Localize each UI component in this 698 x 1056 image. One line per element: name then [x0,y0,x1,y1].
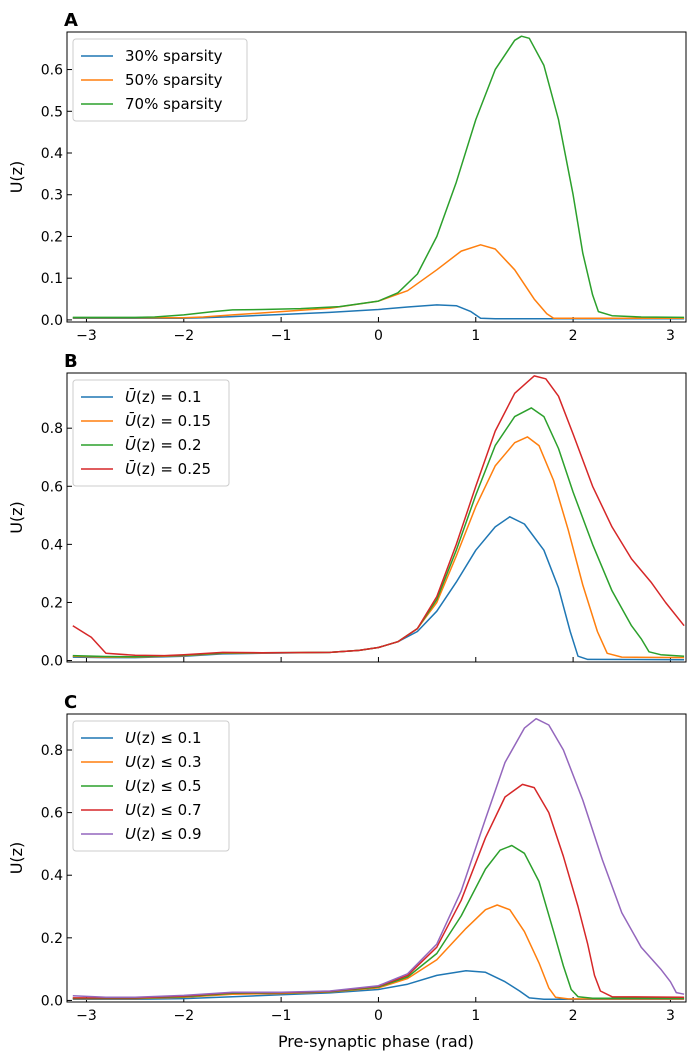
y-tick-label: 0.4 [41,537,63,553]
x-tick-label: 1 [471,1008,480,1024]
legend-label: U(z) ≤ 0.5 [125,777,202,795]
legend-label: U(z) ≤ 0.1 [125,729,202,747]
x-tick-label: 3 [666,328,675,344]
legend-box [72,38,248,122]
y-tick-label: 0.4 [41,146,63,162]
legend-label: 30% sparsity [125,47,223,65]
series-line [72,516,685,661]
y-tick-label: 0.0 [41,313,63,329]
series-line [72,969,685,1000]
x-tick-label: −3 [76,1008,97,1024]
y-tick-label: 0.6 [41,806,63,822]
panel-c: C U(z) 0.0 0.2 0.4 0.6 0.8 −3 −2 −1 0 1 2 3 U(z) ≤ 0.1… [7,692,687,1024]
y-tick-label: 0.6 [41,63,63,79]
x-tick-label: −1 [271,1008,292,1024]
y-axis-label: U(z) [7,842,26,875]
series-line [72,717,685,999]
legend-box [72,379,230,487]
panel-label: B [64,351,78,372]
x-tick-label: 2 [569,328,578,344]
series-line [72,35,685,319]
series-line [72,375,685,657]
plot-frame [66,372,687,663]
legend-label: U(z) ≤ 0.7 [125,801,202,819]
series-line [72,844,685,999]
x-tick-label: −2 [173,1008,194,1024]
legend-label: U(z) ≤ 0.9 [125,825,202,843]
x-tick-label: 1 [471,328,480,344]
plot-frame [66,31,687,323]
legend-label: U(z) ≤ 0.3 [125,753,202,771]
legend-label: Ū(z) = 0.1 [125,387,202,406]
y-tick-label: 0.2 [41,595,63,611]
y-tick-label: 0.6 [41,479,63,495]
plot-frame [66,713,687,1003]
x-tick-label: −3 [76,328,97,344]
y-axis-label: U(z) [7,501,26,534]
legend-label: Ū(z) = 0.15 [125,411,211,430]
legend-label: Ū(z) = 0.25 [125,459,211,478]
y-tick-label: 0.4 [41,868,63,884]
panel-b: B U(z) 0.0 0.2 0.4 0.6 0.8 Ū(z) = 0.1 Ū(z) = 0.1… [7,351,687,670]
x-axis-label: Pre-synaptic phase (rad) [278,1032,474,1051]
y-tick-label: 0.8 [41,421,63,437]
x-tick-label: 0 [374,328,383,344]
y-axis-label: U(z) [7,161,26,194]
y-tick-label: 0.1 [41,271,63,287]
x-tick-label: −1 [271,328,292,344]
legend-label: 50% sparsity [125,71,223,89]
x-tick-label: 0 [374,1008,383,1024]
panel-a: A U(z) 0.0 0.1 0.2 0.3 0.4 0.5 0.6 −3 −2 −1 0 1 2 3 30% … [7,10,687,344]
panels: A U(z) 0.0 0.1 0.2 0.3 0.4 0.5 0.6 −3 −2 −1 0 1 2 3 30% … [7,10,687,1024]
y-tick-label: 0.5 [41,104,63,120]
legend-label: Ū(z) = 0.2 [125,435,202,454]
y-tick-label: 0.3 [41,188,63,204]
x-tick-label: −2 [173,328,194,344]
panel-label: C [64,692,77,713]
series-line [72,244,685,319]
y-tick-label: 0.2 [41,931,63,947]
legend-box [72,720,230,852]
legend-label: 70% sparsity [125,95,223,113]
y-tick-label: 0.8 [41,743,63,759]
y-tick-label: 0.0 [41,993,63,1009]
y-tick-label: 0.2 [41,229,63,245]
y-tick-label: 0.0 [41,654,63,670]
panel-label: A [64,10,78,31]
x-tick-label: 2 [569,1008,578,1024]
series-line [72,904,685,1000]
x-tick-label: 3 [666,1008,675,1024]
